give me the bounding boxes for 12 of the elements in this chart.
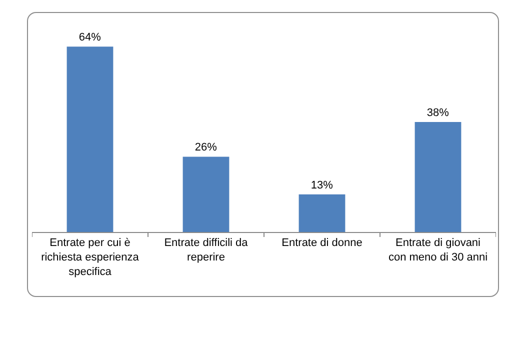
data-label: 26% xyxy=(194,142,218,154)
bar xyxy=(414,122,462,232)
x-tick-label: Entrate di giovani con meno di 30 anni xyxy=(388,237,488,264)
bar xyxy=(298,194,346,232)
data-label: 13% xyxy=(310,179,334,192)
bar xyxy=(182,156,230,232)
data-label: 64% xyxy=(78,32,102,44)
x-tick-label: Entrate di donne xyxy=(282,237,362,250)
data-label: 38% xyxy=(426,106,450,119)
x-tick-label: Entrate difficili da reperire xyxy=(164,237,249,264)
x-tick-label: Entrate per cui è richiesta esperienza specifica xyxy=(41,237,140,278)
bar xyxy=(66,46,114,232)
